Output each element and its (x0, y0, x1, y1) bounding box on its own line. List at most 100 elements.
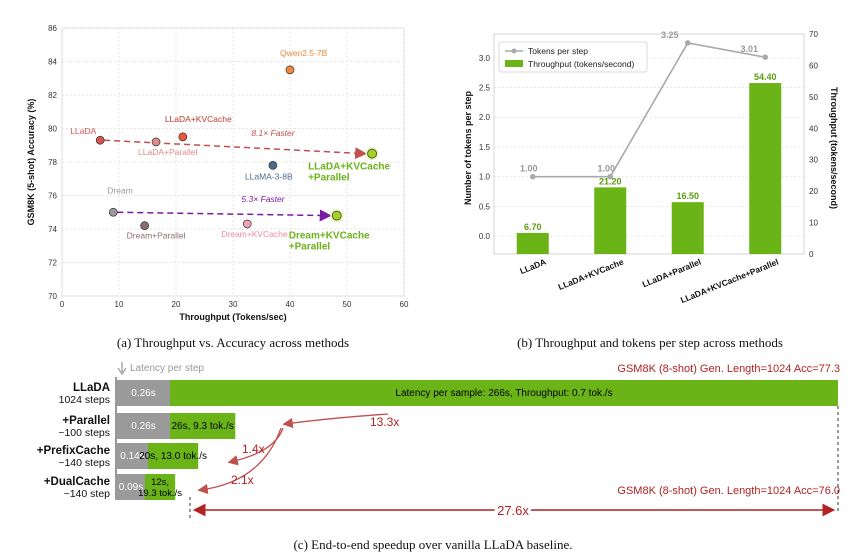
dream-speedup-arrow (117, 209, 332, 222)
row-title: +DualCache (44, 476, 110, 488)
caption-c: (c) End-to-end speedup over vanilla LLaD… (293, 537, 572, 552)
scatter-point-label: +Parallel (289, 242, 331, 253)
scatter-point (331, 210, 342, 221)
llada-speedup-arrow (104, 139, 368, 160)
speedup-annotation-dream: 5.3× Faster (241, 194, 285, 204)
speedup-label-parallel: 13.3x (370, 415, 399, 429)
scatter-point-label: LLaDA (70, 126, 96, 136)
legend-line-marker (511, 48, 517, 54)
bar-category-label: LLaDA (518, 257, 547, 277)
latency-bar (117, 413, 170, 439)
left-y-tick: 1.0 (479, 173, 491, 182)
scatter-point (178, 132, 188, 142)
row-title: +PrefixCache (37, 445, 110, 457)
tokens-per-step-label: 3.25 (661, 30, 679, 40)
scatter-y-tick: 80 (48, 125, 57, 134)
total-time-bar (170, 380, 838, 406)
scatter-y-tick: 70 (48, 292, 57, 301)
latency-bar (117, 443, 148, 469)
scatter-point-label: LLaDA+KVCache (308, 162, 390, 173)
scatter-x-tick: 20 (172, 300, 181, 309)
latency-bar (117, 380, 170, 406)
scatter-panel: 0 10 20 30 40 50 60 70 72 74 76 78 80 82 84 86 Throughp… (26, 24, 409, 350)
total-speedup-label: 27.6x (497, 503, 529, 518)
latency-header: Latency per step (130, 363, 204, 374)
tokens-per-step-point (684, 40, 691, 46)
row-steps: 1024 steps (59, 394, 110, 406)
speedup-label-prefixcache: 1.4x (242, 442, 265, 456)
right-y-axis-label: Throughput (tokens/second) (829, 87, 839, 209)
total-time-label: 19.3 tok./s (138, 488, 182, 499)
row-title: +Parallel (62, 415, 110, 427)
legend: Tokens per step Throughput (tokens/secon… (498, 41, 648, 73)
legend-box (498, 41, 648, 73)
throughput-bar (749, 83, 782, 255)
scatter-point (268, 161, 278, 170)
scatter-point-label: +Parallel (308, 173, 350, 184)
right-y-tick: 0 (809, 250, 814, 259)
down-arrow-icon (117, 362, 127, 376)
latency-label: 0.14s (120, 451, 144, 462)
scatter-y-tick: 86 (48, 24, 57, 33)
scatter-y-axis-label: GSM8K (5-shot) Accuracy (%) (26, 99, 36, 226)
row-title: LLaDA (73, 382, 110, 394)
scatter-point (242, 219, 252, 229)
tokens-per-step-point (762, 54, 769, 60)
left-y-tick: 2.5 (479, 84, 491, 93)
scatter-x-tick: 30 (229, 300, 238, 309)
legend-throughput: Throughput (tokens/second) (528, 59, 634, 69)
scatter-x-tick: 60 (400, 300, 409, 309)
total-time-bar (170, 413, 236, 439)
bar-category-label: LLaDA+KVCache (557, 256, 626, 291)
left-y-axis-label: Number of tokens per step (463, 90, 473, 205)
scatter-y-tick: 76 (48, 192, 57, 201)
scatter-y-tick: 78 (48, 158, 57, 167)
throughput-bar-label: 16.50 (676, 191, 699, 201)
scatter-x-tick: 40 (286, 300, 295, 309)
speedup-row: +DualCache~140 step 0.09s 12s,19.3 tok./s (44, 474, 182, 500)
bar-category-label: LLaDA+Parallel (641, 257, 703, 290)
right-y-tick: 30 (809, 156, 818, 165)
total-time-label: 20s, 13.0 tok./s (139, 451, 207, 462)
right-y-tick: 70 (809, 30, 818, 39)
speedup-annotation-llada: 8.1× Faster (251, 128, 295, 138)
left-y-tick: 0.0 (479, 232, 491, 241)
total-time-label: 26s, 9.3 tok./s (172, 421, 234, 432)
tokens-per-step-label: 3.01 (740, 44, 758, 54)
right-y-tick: 20 (809, 187, 818, 196)
tokens-per-step-label: 1.00 (520, 164, 538, 174)
tokens-per-step-line (532, 42, 766, 178)
accuracy-note-bottom: GSM8K (8-shot) Gen. Length=1024 Acc=76.0 (617, 485, 840, 497)
scatter-point-label: Qwen2.5-7B (280, 48, 328, 58)
scatter-y-tick: 72 (48, 259, 57, 268)
scatter-point (140, 221, 149, 230)
row-steps: ~100 steps (58, 427, 110, 439)
scatter-x-tick: 10 (115, 300, 124, 309)
tokens-per-step-point (607, 173, 614, 180)
scatter-y-tick: 84 (48, 58, 57, 67)
left-y-tick: 1.5 (479, 143, 491, 152)
throughput-bar (516, 232, 549, 254)
scatter-point-label: LLaDA+Parallel (138, 147, 197, 157)
right-y-tick: 50 (809, 93, 818, 102)
speedup-row: +Parallel~100 steps 0.26s 26s, 9.3 tok./s (58, 413, 236, 439)
bar-line-panel: 0.0 0.5 1.0 1.5 2.0 2.5 3.0 0 10 20 30 40 50 60 70 6.7… (463, 30, 839, 350)
left-y-tick: 3.0 (479, 54, 491, 63)
caption-a: (a) Throughput vs. Accuracy across metho… (117, 335, 349, 350)
scatter-y-tick: 82 (48, 91, 57, 100)
scatter-y-tick: 74 (48, 225, 57, 234)
latency-label: 0.26s (131, 421, 155, 432)
speedup-arrow-dualcache (197, 427, 282, 495)
row-steps: ~140 step (64, 488, 111, 500)
total-time-label: 12s, (151, 477, 169, 488)
legend-bar-swatch (505, 60, 523, 67)
tokens-per-step-label: 1.00 (597, 164, 615, 174)
scatter-point-label: Dream (107, 185, 133, 195)
throughput-bar-label: 21.20 (599, 176, 622, 186)
speedup-arrow-parallel (282, 413, 389, 429)
right-y-tick: 40 (809, 124, 818, 133)
scatter-point (367, 148, 377, 159)
row-steps: ~140 steps (58, 457, 110, 469)
total-time-bar (145, 474, 176, 500)
